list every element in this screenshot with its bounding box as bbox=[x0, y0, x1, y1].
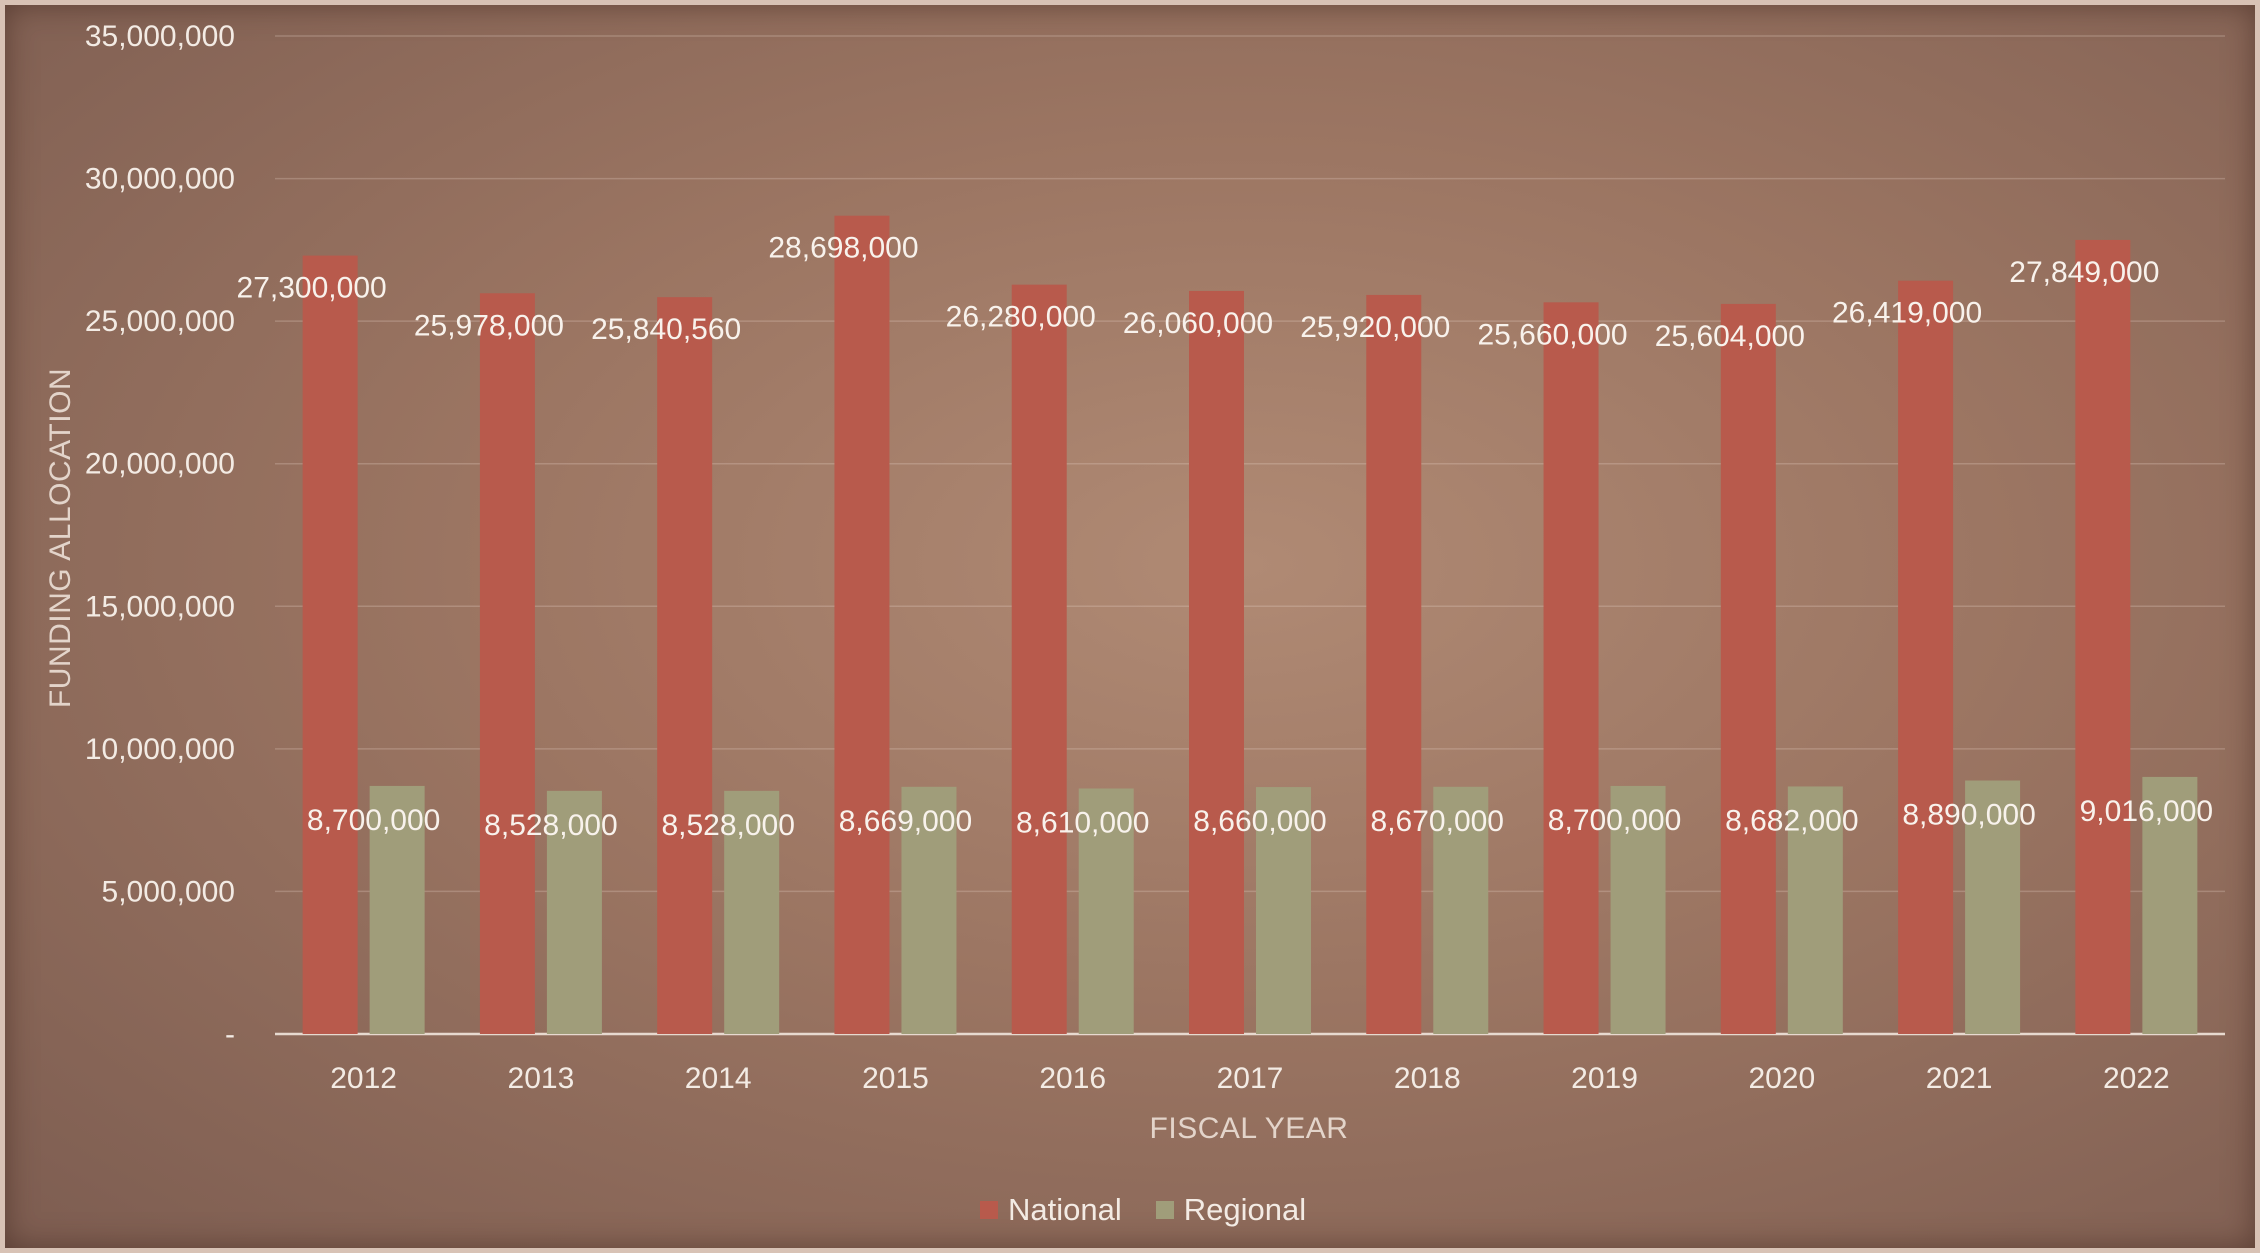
bar-regional-2021 bbox=[1965, 780, 2021, 1034]
data-label-national-2013: 25,978,000 bbox=[414, 309, 564, 342]
data-label-national-2015: 28,698,000 bbox=[768, 232, 918, 265]
bar-national-2020 bbox=[1720, 303, 1776, 1034]
bar-regional-2012 bbox=[369, 785, 425, 1034]
bar-national-2014 bbox=[657, 297, 713, 1034]
legend-item-regional: Regional bbox=[1155, 1192, 1307, 1228]
bar-regional-2022 bbox=[2142, 776, 2198, 1034]
data-label-regional-2015: 8,669,000 bbox=[839, 805, 972, 838]
data-label-national-2022: 27,849,000 bbox=[2009, 256, 2159, 289]
data-labels: 27,300,000 8,700,000 25,978,000 8,528,000 25… bbox=[237, 232, 2214, 842]
data-label-national-2019: 25,660,000 bbox=[1477, 318, 1627, 351]
legend-swatch-regional bbox=[1155, 1201, 1174, 1219]
bar-regional-2018 bbox=[1433, 786, 1489, 1034]
y-tick-label: 25,000,000 bbox=[85, 305, 235, 338]
bar-national-2013 bbox=[479, 293, 535, 1035]
data-label-regional-2020: 8,682,000 bbox=[1725, 804, 1858, 837]
x-tick-label: 2021 bbox=[1926, 1062, 1993, 1095]
bar-national-2012 bbox=[302, 255, 358, 1034]
x-tick-label: 2022 bbox=[2103, 1062, 2170, 1095]
data-label-national-2014: 25,840,560 bbox=[591, 313, 741, 346]
data-label-regional-2016: 8,610,000 bbox=[1016, 806, 1149, 839]
x-tick-label: 2016 bbox=[1039, 1062, 1106, 1095]
legend-label-regional: Regional bbox=[1183, 1192, 1307, 1227]
x-tick-label: 2019 bbox=[1571, 1062, 1638, 1095]
data-label-regional-2022: 9,016,000 bbox=[2080, 795, 2213, 828]
y-tick-label: - bbox=[225, 1018, 235, 1051]
x-tick-label: 2018 bbox=[1394, 1062, 1461, 1095]
data-label-national-2018: 25,920,000 bbox=[1300, 311, 1450, 344]
y-axis-title: FUNDING ALLOCATION bbox=[44, 368, 77, 708]
bar-regional-2019 bbox=[1610, 785, 1666, 1034]
bar-national-2017 bbox=[1189, 290, 1244, 1034]
data-label-regional-2017: 8,660,000 bbox=[1193, 805, 1326, 838]
y-axis-ticks: - 5,000,000 10,000,000 15,000,000 20,000,000… bbox=[85, 20, 235, 1051]
data-label-national-2020: 25,604,000 bbox=[1655, 320, 1805, 353]
data-label-national-2016: 26,280,000 bbox=[946, 301, 1096, 334]
bar-regional-2013 bbox=[546, 790, 602, 1034]
data-label-regional-2013: 8,528,000 bbox=[484, 809, 617, 842]
bar-national-2021 bbox=[1898, 280, 1954, 1034]
bar-regional-2020 bbox=[1787, 786, 1843, 1034]
y-tick-label: 15,000,000 bbox=[85, 590, 235, 623]
y-tick-label: 30,000,000 bbox=[85, 163, 235, 196]
data-label-regional-2018: 8,670,000 bbox=[1371, 805, 1504, 838]
bar-regional-2017 bbox=[1256, 787, 1311, 1034]
y-tick-label: 10,000,000 bbox=[85, 733, 235, 766]
bar-national-2015 bbox=[834, 215, 890, 1034]
bar-national-2018 bbox=[1366, 294, 1422, 1034]
x-axis-ticks: 2012 2013 2014 2015 2016 2017 2018 2019 2020 2021… bbox=[330, 1062, 2169, 1095]
x-tick-label: 2012 bbox=[330, 1062, 397, 1095]
data-label-regional-2012: 8,700,000 bbox=[307, 804, 440, 837]
legend-label-national: National bbox=[1008, 1192, 1122, 1227]
bar-national-2022 bbox=[2075, 239, 2131, 1035]
bar-regional-2015 bbox=[901, 786, 957, 1034]
y-tick-label: 35,000,000 bbox=[85, 20, 235, 53]
y-tick-label: 5,000,000 bbox=[102, 875, 235, 908]
x-tick-label: 2017 bbox=[1217, 1062, 1284, 1095]
bar-regional-2016 bbox=[1078, 788, 1134, 1034]
data-label-regional-2019: 8,700,000 bbox=[1548, 804, 1681, 837]
legend-item-national: National bbox=[980, 1192, 1122, 1228]
data-label-national-2021: 26,419,000 bbox=[1832, 297, 1982, 330]
bar-regional-2014 bbox=[724, 790, 780, 1034]
bar-national-2016 bbox=[1011, 284, 1067, 1035]
x-axis-title: FISCAL YEAR bbox=[1150, 1112, 1349, 1145]
bars bbox=[302, 215, 2198, 1035]
x-tick-label: 2020 bbox=[1748, 1062, 1815, 1095]
x-tick-label: 2015 bbox=[862, 1062, 929, 1095]
bar-national-2019 bbox=[1543, 302, 1599, 1034]
legend: National Regional bbox=[980, 1190, 1306, 1230]
data-label-national-2012: 27,300,000 bbox=[237, 272, 387, 305]
data-label-regional-2021: 8,890,000 bbox=[1902, 799, 2035, 832]
x-tick-label: 2013 bbox=[508, 1062, 575, 1095]
y-tick-label: 20,000,000 bbox=[85, 448, 235, 481]
data-label-regional-2014: 8,528,000 bbox=[661, 809, 794, 842]
x-tick-label: 2014 bbox=[685, 1062, 752, 1095]
data-label-national-2017: 26,060,000 bbox=[1123, 307, 1273, 340]
legend-swatch-national bbox=[980, 1201, 998, 1219]
